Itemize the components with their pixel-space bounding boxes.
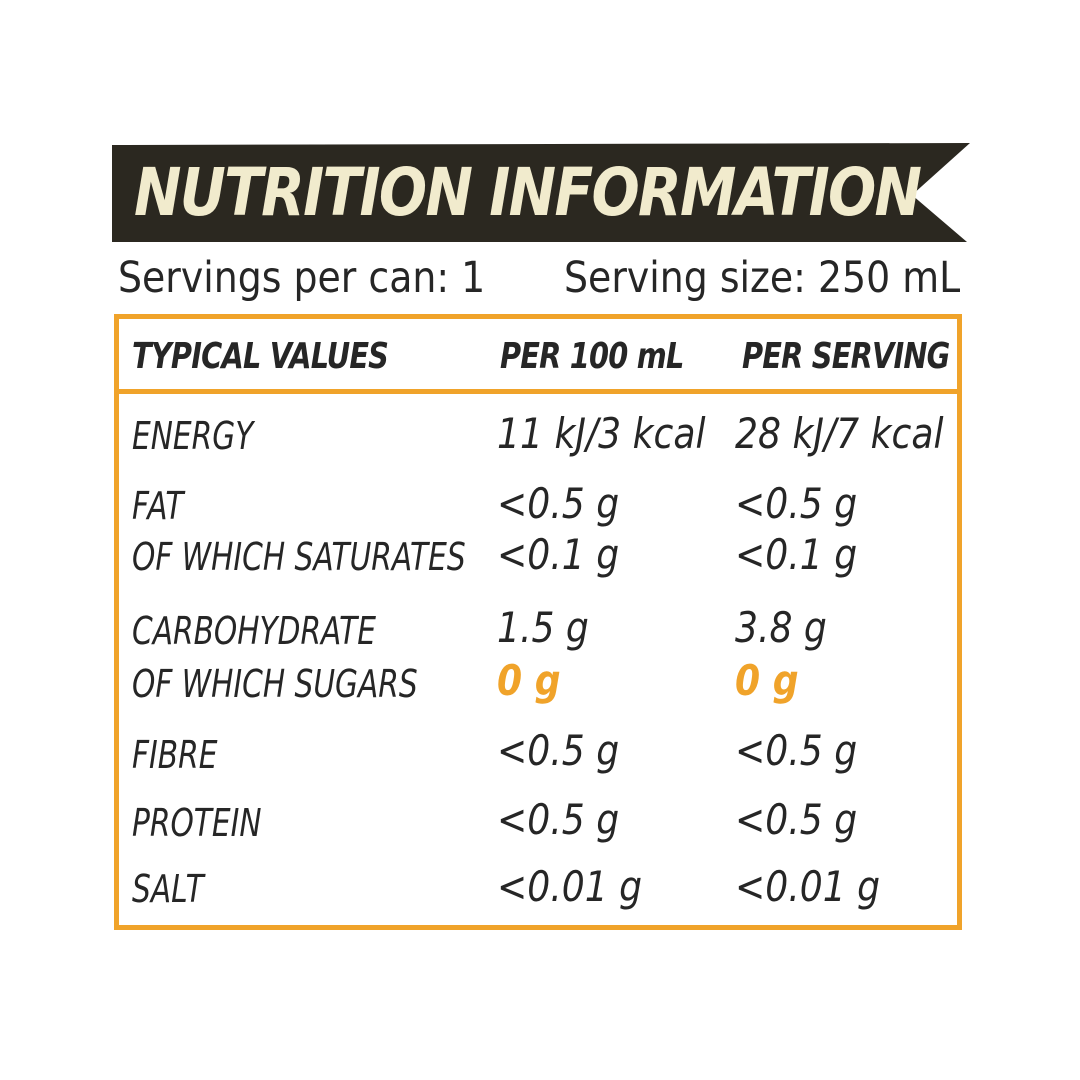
row-label-fat: FAT xyxy=(132,484,184,528)
nutrition-table-border xyxy=(114,314,962,930)
fibre-per-serving: <0.5 g xyxy=(735,726,858,775)
row-label-saturates: OF WHICH SATURATES xyxy=(132,535,466,579)
salt-per-serving: <0.01 g xyxy=(735,862,881,911)
serving-size: Serving size: 250 mL xyxy=(563,253,960,303)
row-label-energy: ENERGY xyxy=(132,414,254,458)
sugars-per-100ml: 0 g xyxy=(497,656,561,705)
row-label-protein: PROTEIN xyxy=(132,801,262,845)
carbohydrate-per-serving: 3.8 g xyxy=(735,603,827,652)
servings-per-can: Servings per can: 1 xyxy=(118,253,486,303)
fat-per-serving: <0.5 g xyxy=(735,479,858,528)
header-typical-values: TYPICAL VALUES xyxy=(132,336,389,377)
sugars-per-serving: 0 g xyxy=(735,656,799,705)
saturates-per-serving: <0.1 g xyxy=(735,530,858,579)
energy-per-100ml: 11 kJ/3 kcal xyxy=(497,409,706,458)
energy-per-serving: 28 kJ/7 kcal xyxy=(735,409,944,458)
saturates-per-100ml: <0.1 g xyxy=(497,530,620,579)
row-label-salt: SALT xyxy=(132,867,204,911)
protein-per-100ml: <0.5 g xyxy=(497,795,620,844)
carbohydrate-per-100ml: 1.5 g xyxy=(497,603,589,652)
fat-per-100ml: <0.5 g xyxy=(497,479,620,528)
banner-ribbon-shape xyxy=(112,143,970,242)
header-divider xyxy=(114,389,962,394)
page-title: NUTRITION INFORMATION xyxy=(134,154,922,231)
title-banner: NUTRITION INFORMATION xyxy=(112,143,970,242)
protein-per-serving: <0.5 g xyxy=(735,795,858,844)
row-label-carbohydrate: CARBOHYDRATE xyxy=(132,609,377,653)
salt-per-100ml: <0.01 g xyxy=(497,862,643,911)
header-per-serving: PER SERVING xyxy=(742,336,950,377)
fibre-per-100ml: <0.5 g xyxy=(497,726,620,775)
row-label-fibre: FIBRE xyxy=(132,733,218,777)
row-label-sugars: OF WHICH SUGARS xyxy=(132,662,418,706)
header-per-100ml: PER 100 mL xyxy=(500,336,684,377)
